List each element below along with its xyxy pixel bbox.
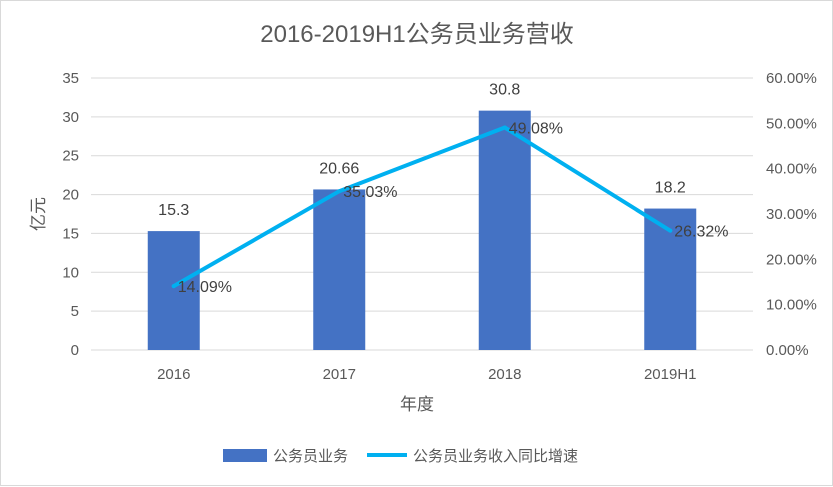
line-value-label: 35.03% (343, 184, 397, 201)
bar-value-label: 18.2 (655, 180, 686, 197)
bar-data-labels: 15.3 20.66 30.8 18.2 (158, 82, 686, 219)
x-axis-ticks: 2016 2017 2018 2019H1 (157, 366, 696, 383)
bar-value-label: 20.66 (319, 160, 359, 177)
y-tick-label: 20 (62, 187, 79, 204)
line-value-label: 49.08% (509, 121, 563, 138)
y-tick-label: 35 (62, 70, 79, 87)
y2-tick-label: 30.00% (766, 206, 817, 223)
legend: 公务员业务 公务员业务收入同比增速 (223, 448, 578, 465)
line-point (337, 189, 342, 194)
y-tick-label: 10 (62, 264, 79, 281)
legend-bar-label: 公务员业务 (273, 448, 348, 465)
y-tick-label: 5 (71, 303, 79, 320)
y2-tick-label: 60.00% (766, 70, 817, 87)
bar (147, 231, 200, 350)
y2-tick-label: 40.00% (766, 161, 817, 178)
bar-value-label: 15.3 (158, 202, 189, 219)
legend-line-label: 公务员业务收入同比增速 (413, 448, 578, 465)
y2-axis-ticks: 0.00% 10.00% 20.00% 30.00% 40.00% 50.00% 60.00… (766, 70, 817, 359)
y2-tick-label: 20.00% (766, 251, 817, 268)
line-point (502, 125, 507, 130)
bar (478, 110, 531, 350)
x-axis-label: 年度 (400, 395, 434, 414)
y-axis-ticks: 0 5 10 15 20 25 30 35 (62, 70, 79, 359)
line-series (171, 125, 673, 289)
y2-tick-label: 50.00% (766, 115, 817, 132)
line-value-label: 14.09% (178, 279, 232, 296)
line-data-labels: 14.09% 35.03% 49.08% 26.32% (178, 121, 729, 297)
bar-series (147, 110, 697, 350)
y-tick-label: 30 (62, 109, 79, 126)
y-tick-label: 0 (71, 342, 79, 359)
line-point (171, 284, 176, 289)
growth-line (171, 125, 673, 289)
bar-value-label: 30.8 (489, 82, 520, 99)
x-tick-label: 2017 (323, 366, 356, 383)
y2-tick-label: 0.00% (766, 342, 809, 359)
y-axis-label: 亿元 (29, 197, 48, 231)
y-tick-label: 15 (62, 225, 79, 242)
x-tick-label: 2018 (488, 366, 521, 383)
line-point (668, 228, 673, 233)
y2-tick-label: 10.00% (766, 297, 817, 314)
chart-title: 2016-2019H1公务员业务营收 (260, 21, 573, 48)
line-value-label: 26.32% (674, 224, 728, 241)
x-tick-label: 2019H1 (644, 366, 697, 383)
legend-bar-swatch (223, 449, 267, 462)
y-tick-label: 25 (62, 148, 79, 165)
bar (313, 189, 366, 350)
x-tick-label: 2016 (157, 366, 190, 383)
